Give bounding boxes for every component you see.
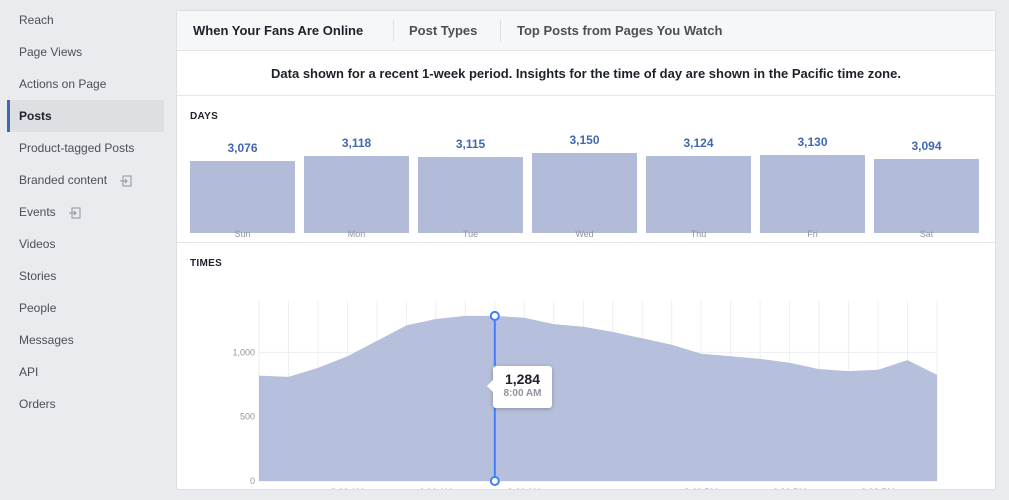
insights-sidebar: Reach Page Views Actions on Page Posts Produ… [0, 0, 168, 500]
sidebar-item-label: Orders [19, 397, 56, 411]
insights-panel: When Your Fans Are Online Post Types Top… [176, 10, 996, 490]
sidebar-item-label: People [19, 301, 57, 315]
sidebar-item[interactable]: Page Views [7, 36, 164, 68]
day-name-label: Fri [807, 229, 818, 239]
external-link-icon [120, 175, 132, 187]
sidebar-item-label: Product-tagged Posts [19, 141, 135, 155]
day-bar[interactable] [532, 153, 637, 233]
day-name-label: Sat [919, 229, 934, 239]
sidebar-item[interactable]: API [7, 356, 164, 388]
tooltip-time: 8:00 AM [503, 388, 542, 399]
days-label: DAYS [190, 111, 219, 122]
day-column: 3,150 Wed [532, 96, 637, 243]
day-value-label: 3,094 [911, 139, 942, 153]
sidebar-item-label: Page Views [19, 45, 83, 59]
day-column: 3,076 Sun [190, 96, 295, 243]
times-area-chart[interactable]: 0 500 1,000 3:00 AM 6:00 AM 9:00 AM 3:00 PM 6:0… [177, 243, 995, 489]
sidebar-item[interactable]: Posts [7, 100, 164, 132]
times-label: TIMES [190, 258, 223, 269]
external-link-icon [68, 207, 81, 219]
tab-divider [393, 20, 394, 42]
times-section: TIMES 0 500 1,000 3:00 AM 6:00 AM 9:00 AM 3:00… [177, 243, 995, 489]
days-section: DAYS 3,076 Sun 3,118 Mon 3,115 Tue 3,150 Wed 3,1… [177, 96, 995, 243]
tab-top-posts-pages-you-watch[interactable]: Top Posts from Pages You Watch [517, 23, 723, 38]
x-tick-label: 3:00 PM [684, 487, 718, 489]
day-name-label: Wed [575, 229, 594, 239]
sidebar-item[interactable]: Stories [7, 260, 164, 292]
sidebar-item[interactable]: Branded content [7, 164, 164, 196]
day-name-label: Thu [690, 229, 707, 239]
day-column: 3,115 Tue [418, 96, 523, 243]
tab-post-types[interactable]: Post Types [409, 23, 478, 38]
day-name-label: Mon [347, 229, 366, 239]
day-column: 3,118 Mon [304, 96, 409, 243]
sidebar-item[interactable]: Actions on Page [7, 68, 164, 100]
tab-divider [500, 20, 501, 42]
sidebar-item-label: Videos [19, 237, 56, 251]
day-column: 3,124 Thu [646, 96, 751, 243]
sidebar-item-label: Reach [19, 13, 54, 27]
sidebar-item-label: Branded content [19, 173, 108, 187]
y-tick-label: 0 [250, 476, 255, 486]
day-value-label: 3,124 [683, 136, 714, 150]
tab-bar: When Your Fans Are Online Post Types Top… [177, 11, 995, 51]
y-tick-label: 1,000 [232, 347, 255, 357]
sidebar-item[interactable]: Videos [7, 228, 164, 260]
day-bar[interactable] [418, 157, 523, 233]
sidebar-item-label: Events [19, 205, 56, 219]
sidebar-item[interactable]: Reach [7, 4, 164, 36]
day-value-label: 3,118 [341, 136, 372, 150]
sidebar-item-label: Stories [19, 269, 57, 283]
sidebar-item[interactable]: Orders [7, 388, 164, 420]
hover-marker-top-dot [489, 310, 500, 321]
day-bar[interactable] [304, 156, 409, 233]
x-tick-label: 9:00 AM [508, 487, 541, 489]
tooltip-value: 1,284 [504, 371, 541, 387]
y-tick-label: 500 [240, 412, 255, 422]
sidebar-item[interactable]: Events [7, 196, 164, 228]
day-name-label: Tue [462, 229, 479, 239]
day-bar[interactable] [760, 155, 865, 233]
day-bar[interactable] [190, 161, 295, 233]
sidebar-item-label: Posts [19, 109, 52, 123]
tab-when-fans-online[interactable]: When Your Fans Are Online [193, 23, 364, 38]
day-value-label: 3,076 [227, 141, 258, 155]
day-column: 3,094 Sat [874, 96, 979, 243]
day-name-label: Sun [234, 229, 251, 239]
day-value-label: 3,150 [569, 133, 600, 147]
day-value-label: 3,115 [455, 137, 486, 151]
sidebar-item[interactable]: Messages [7, 324, 164, 356]
chart-tooltip: 1,284 8:00 AM [487, 366, 552, 408]
sidebar-item-label: API [19, 365, 39, 379]
sidebar-item-label: Actions on Page [19, 77, 107, 91]
x-tick-label: 3:00 AM [331, 487, 364, 489]
fans-online-area [259, 315, 937, 481]
x-tick-label: 6:00 AM [419, 487, 452, 489]
day-bar[interactable] [646, 156, 751, 233]
hover-marker-bottom-dot [489, 476, 500, 486]
sidebar-item-label: Messages [19, 333, 74, 347]
sidebar-item[interactable]: People [7, 292, 164, 324]
day-column: 3,130 Fri [760, 96, 865, 243]
day-bar[interactable] [874, 159, 979, 233]
timezone-notice: Data shown for a recent 1-week period. I… [177, 51, 995, 96]
sidebar-item[interactable]: Product-tagged Posts [7, 132, 164, 164]
x-tick-label: 6:00 PM [773, 487, 807, 489]
x-tick-label: 9:00 PM [861, 487, 895, 489]
day-value-label: 3,130 [797, 135, 828, 149]
